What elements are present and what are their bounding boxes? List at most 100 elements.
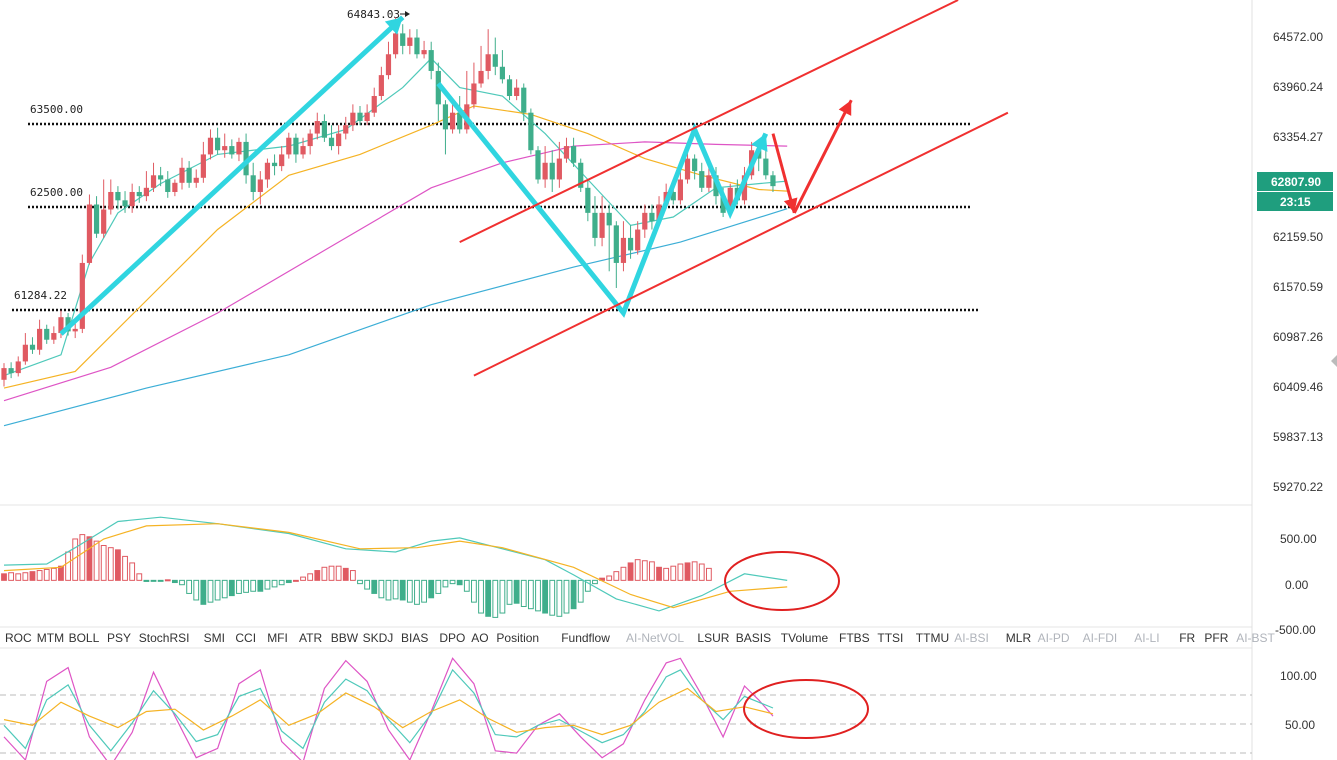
scroll-handle-icon[interactable] xyxy=(1331,355,1337,367)
candle-body[interactable] xyxy=(656,204,662,222)
candle-body[interactable] xyxy=(122,200,128,207)
candle-body[interactable] xyxy=(393,33,399,55)
candle-body[interactable] xyxy=(371,95,377,113)
candle-body[interactable] xyxy=(264,162,271,180)
indicator-tab-ai-li[interactable]: AI-LI xyxy=(1134,631,1159,645)
annotation-path-1[interactable] xyxy=(436,81,769,318)
candle-body[interactable] xyxy=(677,179,683,201)
candle-body[interactable] xyxy=(428,50,434,71)
candle-body[interactable] xyxy=(150,175,157,188)
candle-body[interactable] xyxy=(485,54,491,71)
indicator-tab-mfi[interactable]: MFI xyxy=(267,631,288,645)
stoch-highlight-circle[interactable] xyxy=(743,679,869,739)
candle-body[interactable] xyxy=(457,112,463,130)
candle-body[interactable] xyxy=(699,171,705,188)
indicator-tab-ai-bsi[interactable]: AI-BSI xyxy=(954,631,989,645)
indicator-tab-stochrsi[interactable]: StochRSI xyxy=(139,631,190,645)
candle-body[interactable] xyxy=(606,212,612,226)
indicator-tab-position[interactable]: Position xyxy=(496,631,539,645)
candle-body[interactable] xyxy=(207,137,214,155)
indicator-tab-basis[interactable]: BASIS xyxy=(736,631,771,645)
candle-body[interactable] xyxy=(627,237,634,251)
candle-body[interactable] xyxy=(421,50,427,55)
candle-body[interactable] xyxy=(37,328,43,350)
candle-body[interactable] xyxy=(93,204,100,234)
candle-body[interactable] xyxy=(499,66,505,80)
candle-body[interactable] xyxy=(556,158,562,180)
indicator-tab-fundflow[interactable]: Fundflow xyxy=(561,631,610,645)
candle-body[interactable] xyxy=(649,212,655,222)
candle-body[interactable] xyxy=(449,112,456,130)
candle-body[interactable] xyxy=(435,70,441,105)
candle-body[interactable] xyxy=(563,146,570,159)
candle-body[interactable] xyxy=(72,328,78,332)
candle-body[interactable] xyxy=(592,212,598,238)
indicator-tab-ai-pd[interactable]: AI-PD xyxy=(1038,631,1070,645)
candle-body[interactable] xyxy=(51,333,57,340)
indicator-tab-ai-bst[interactable]: AI-BST xyxy=(1236,631,1275,645)
indicator-tab-smi[interactable]: SMI xyxy=(204,631,225,645)
candle-body[interactable] xyxy=(257,179,263,192)
candle-body[interactable] xyxy=(599,212,605,238)
candle-body[interactable] xyxy=(692,158,698,172)
candle-body[interactable] xyxy=(528,112,534,151)
candle-body[interactable] xyxy=(79,262,85,329)
candle-body[interactable] xyxy=(29,344,36,350)
candle-body[interactable] xyxy=(86,204,93,263)
candle-body[interactable] xyxy=(271,162,278,167)
candle-body[interactable] xyxy=(400,33,406,46)
candle-body[interactable] xyxy=(336,133,342,147)
indicator-tab-dpo[interactable]: DPO xyxy=(439,631,465,645)
candle-body[interactable] xyxy=(727,187,733,213)
candle-body[interactable] xyxy=(343,125,349,134)
candle-body[interactable] xyxy=(293,137,299,155)
annotation-line-4[interactable] xyxy=(459,0,959,243)
indicator-tab-bias[interactable]: BIAS xyxy=(401,631,428,645)
candle-body[interactable] xyxy=(215,137,221,151)
candle-body[interactable] xyxy=(684,158,691,180)
candle-body[interactable] xyxy=(741,175,748,201)
candle-body[interactable] xyxy=(535,150,541,180)
candle-body[interactable] xyxy=(328,137,335,147)
candle-body[interactable] xyxy=(314,121,320,134)
indicator-tab-ftbs[interactable]: FTBS xyxy=(839,631,870,645)
candle-body[interactable] xyxy=(506,79,513,96)
candle-body[interactable] xyxy=(350,112,356,126)
candle-body[interactable] xyxy=(542,162,548,180)
candle-body[interactable] xyxy=(720,196,726,213)
candle-body[interactable] xyxy=(143,187,149,197)
candle-body[interactable] xyxy=(521,87,527,113)
candle-body[interactable] xyxy=(15,361,21,374)
candle-body[interactable] xyxy=(172,182,178,192)
candle-body[interactable] xyxy=(250,175,256,192)
candle-body[interactable] xyxy=(300,146,306,155)
candle-body[interactable] xyxy=(101,209,107,234)
candle-body[interactable] xyxy=(179,167,185,183)
candle-body[interactable] xyxy=(307,133,313,147)
candle-body[interactable] xyxy=(578,162,584,188)
candle-body[interactable] xyxy=(763,158,769,176)
candle-body[interactable] xyxy=(165,179,171,192)
candle-body[interactable] xyxy=(770,175,776,187)
indicator-tab-ttmu[interactable]: TTMU xyxy=(916,631,949,645)
candle-body[interactable] xyxy=(514,87,520,96)
annotation-arrow-3[interactable] xyxy=(792,99,853,214)
indicator-tab-mtm[interactable]: MTM xyxy=(37,631,64,645)
candle-body[interactable] xyxy=(385,54,392,76)
candle-body[interactable] xyxy=(635,229,641,251)
candle-body[interactable] xyxy=(471,83,477,105)
annotation-arrow-0[interactable] xyxy=(59,15,405,336)
annotation-line-5[interactable] xyxy=(473,111,1009,377)
candle-body[interactable] xyxy=(22,344,28,362)
indicator-tab-lsur[interactable]: LSUR xyxy=(697,631,729,645)
candle-body[interactable] xyxy=(236,141,242,155)
candle-body[interactable] xyxy=(478,70,484,84)
indicator-tab-ao[interactable]: AO xyxy=(471,631,488,645)
candle-body[interactable] xyxy=(222,146,228,151)
candle-body[interactable] xyxy=(706,175,712,188)
candle-body[interactable] xyxy=(442,104,449,130)
candle-body[interactable] xyxy=(357,112,363,122)
candle-body[interactable] xyxy=(8,368,14,374)
candle-body[interactable] xyxy=(407,37,413,46)
candle-body[interactable] xyxy=(200,154,206,178)
